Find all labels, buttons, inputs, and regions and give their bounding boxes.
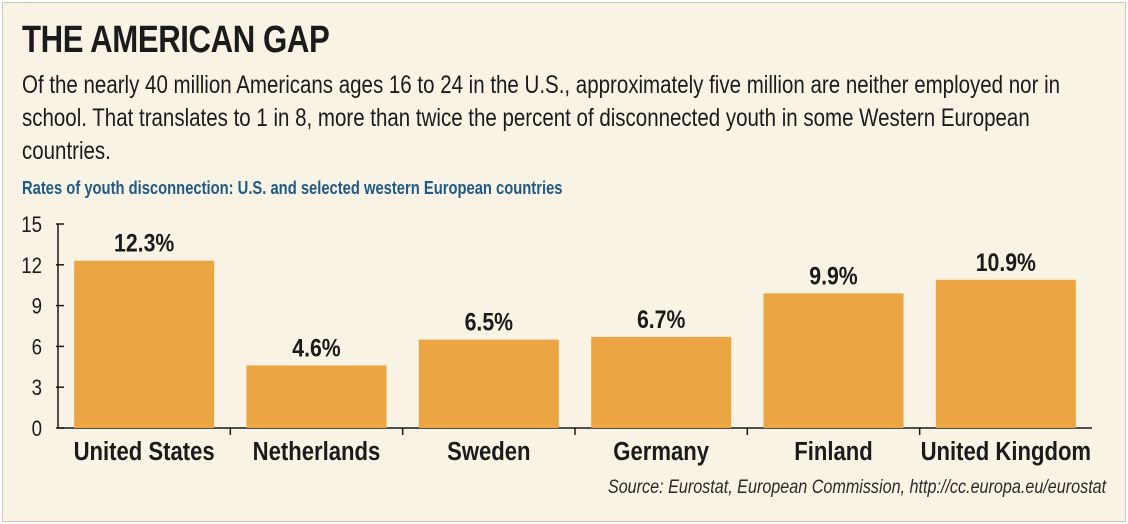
y-tick-label: 3	[32, 377, 42, 401]
bar-series	[74, 260, 1076, 428]
bar	[418, 339, 559, 428]
y-tick-label: 9	[32, 295, 42, 319]
chart-labels: 12.3% United States 4.6% Netherlands 6.5% Swe…	[74, 229, 1091, 466]
bar	[935, 279, 1076, 428]
x-tick-label: United States	[74, 437, 215, 466]
chart-title: THE AMERICAN GAP	[22, 19, 330, 61]
chart-subtitle: Rates of youth disconnection: U.S. and s…	[22, 178, 563, 198]
chart-description: Of the nearly 40 million Americans ages …	[22, 71, 1061, 165]
data-label: 9.9%	[809, 262, 857, 290]
y-tick-label: 12	[21, 254, 42, 278]
y-tick-label: 15	[21, 214, 42, 238]
x-tick-label: United Kingdom	[921, 437, 1092, 466]
x-tick-label: Netherlands	[253, 437, 381, 466]
bar	[246, 365, 387, 428]
x-tick-label: Germany	[613, 437, 709, 466]
bar	[763, 293, 904, 428]
bar	[591, 336, 732, 428]
y-tick-label: 6	[32, 336, 42, 360]
data-label: 12.3%	[114, 229, 174, 257]
y-tick-label: 0	[32, 418, 42, 442]
data-label: 4.6%	[292, 334, 340, 362]
bar	[74, 260, 215, 428]
source-note: Source: Eurostat, European Commission, h…	[607, 477, 1106, 498]
x-tick-label: Sweden	[447, 437, 530, 466]
y-axis: 0 3 6 9 12 15	[21, 214, 1092, 442]
x-tick-label: Finland	[794, 437, 873, 466]
data-label: 6.7%	[637, 305, 685, 333]
data-label: 10.9%	[976, 248, 1036, 276]
data-label: 6.5%	[465, 308, 513, 336]
